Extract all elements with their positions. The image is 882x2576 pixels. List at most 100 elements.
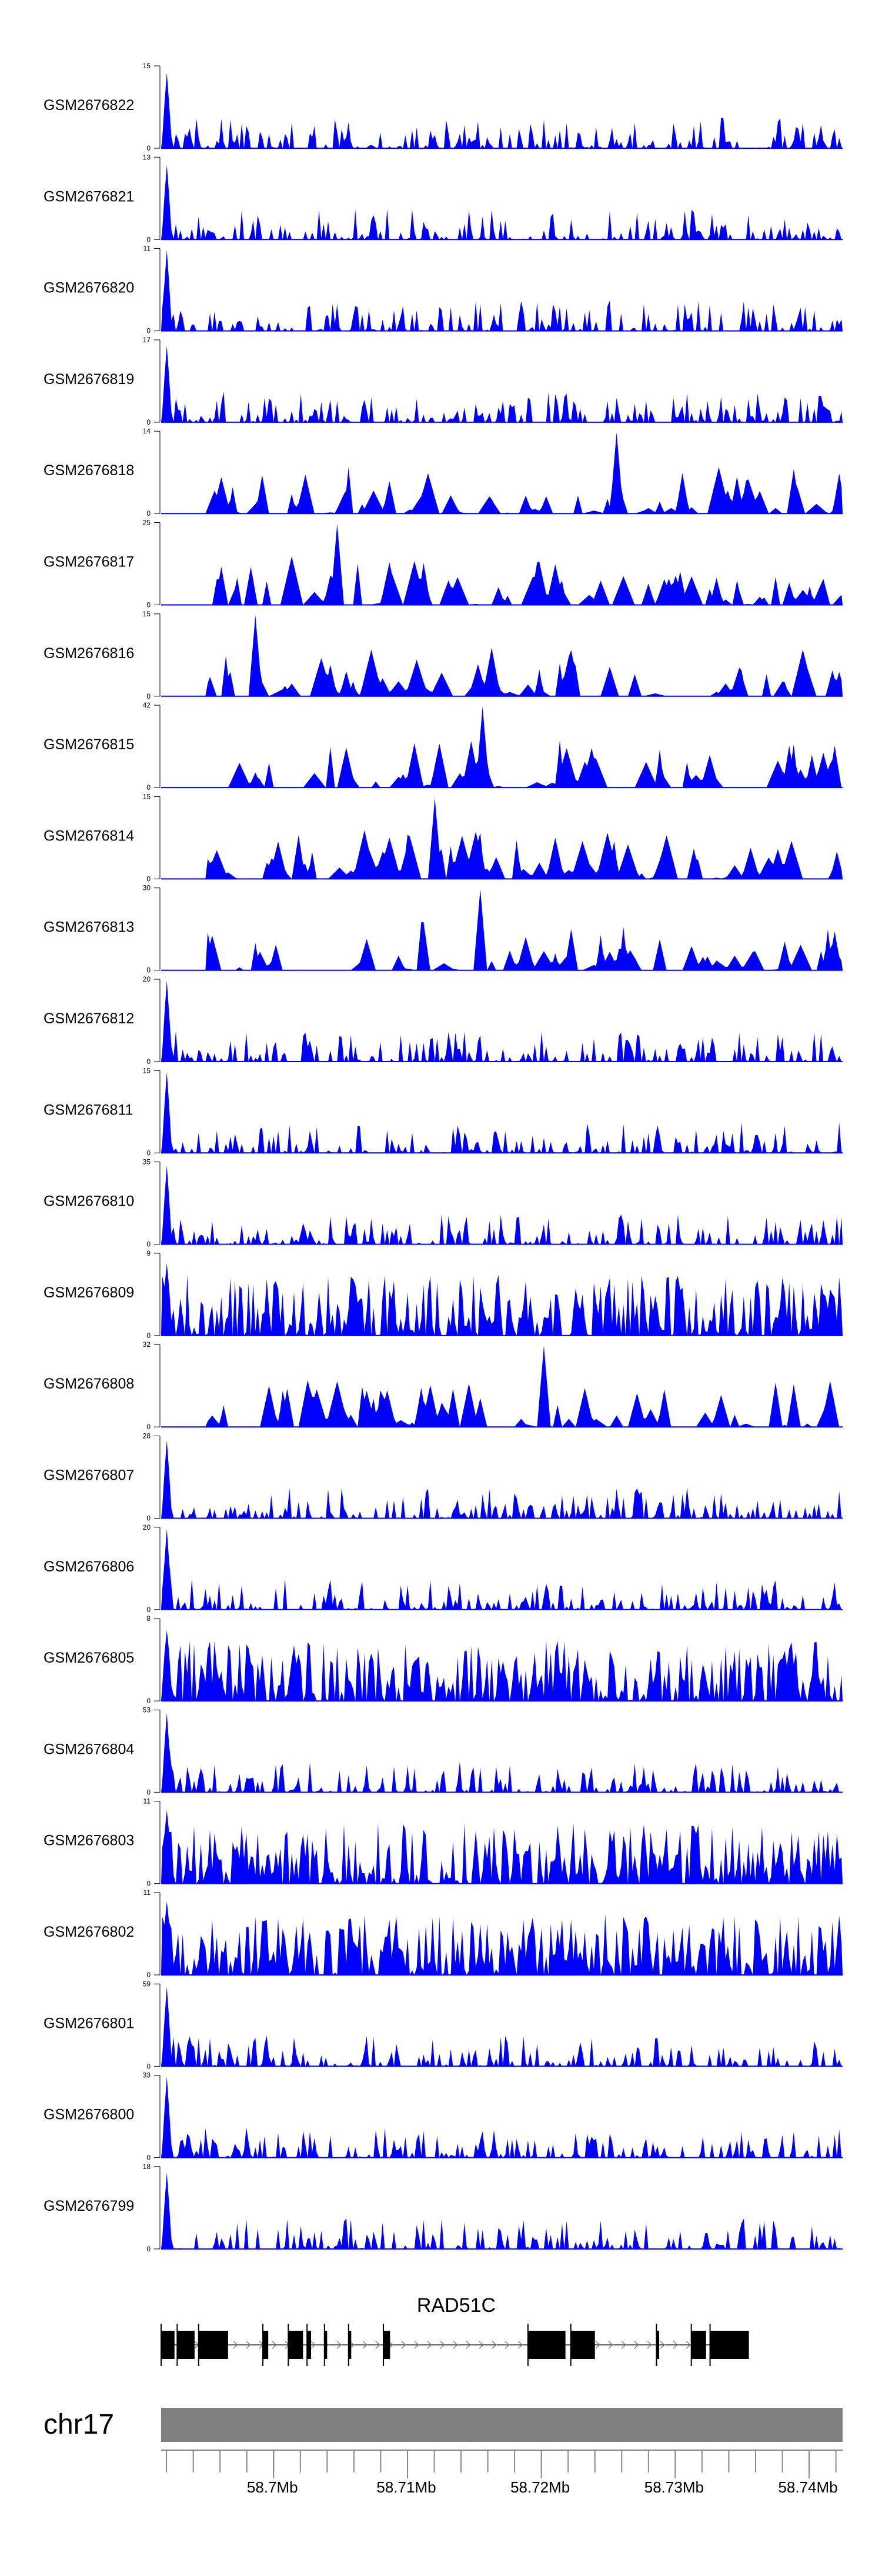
strand-arrow — [427, 2341, 432, 2349]
coverage-track: GSM2676818 14 0 — [44, 427, 843, 518]
coverage-area — [161, 2076, 843, 2158]
strand-arrow — [634, 2341, 639, 2349]
y-min-tick-label: 0 — [146, 509, 151, 518]
y-max-tick-label: 11 — [143, 1797, 151, 1806]
y-max-tick-label: 59 — [143, 1980, 151, 1988]
y-min-tick-label: 0 — [146, 2062, 151, 2070]
coverage-area — [161, 346, 843, 422]
gene-exon — [656, 2331, 660, 2359]
track-label: GSM2676807 — [44, 1467, 134, 1484]
coverage-track: GSM2676804 53 0 — [44, 1706, 843, 1796]
y-max-tick-label: 15 — [143, 610, 151, 618]
coverage-track: GSM2676816 15 0 — [44, 610, 843, 700]
coverage-area — [161, 1986, 843, 2067]
track-label: GSM2676801 — [44, 2015, 134, 2031]
coverage-track: GSM2676806 20 0 — [44, 1523, 843, 1614]
track-label: GSM2676800 — [44, 2107, 134, 2123]
coverage-area — [161, 1165, 843, 1244]
track-label: GSM2676816 — [44, 645, 134, 662]
coverage-track: GSM2676808 32 0 — [44, 1340, 843, 1431]
y-min-tick-label: 0 — [146, 1880, 151, 1888]
coverage-area — [161, 432, 843, 514]
y-max-tick-label: 15 — [143, 1066, 151, 1075]
coverage-track: GSM2676814 15 0 — [44, 792, 843, 883]
coverage-track: GSM2676817 25 0 — [44, 519, 843, 609]
gene-exon — [324, 2331, 328, 2359]
track-label: GSM2676813 — [44, 919, 134, 936]
coverage-area — [161, 1440, 843, 1519]
track-label: GSM2676804 — [44, 1741, 134, 1757]
y-max-tick-label: 14 — [143, 427, 151, 435]
coverage-area — [161, 249, 843, 331]
y-max-tick-label: 30 — [143, 884, 151, 892]
y-max-tick-label: 25 — [143, 519, 151, 527]
strand-arrow — [479, 2341, 484, 2349]
gene-exon — [710, 2331, 749, 2359]
y-max-tick-label: 20 — [143, 1523, 151, 1531]
y-min-tick-label: 0 — [146, 783, 151, 792]
coverage-area — [161, 1072, 843, 1153]
coverage-area — [161, 1901, 843, 1975]
strand-arrow — [453, 2341, 458, 2349]
gene-exon — [198, 2331, 228, 2359]
strand-arrow — [647, 2341, 652, 2349]
track-label: GSM2676822 — [44, 97, 134, 114]
coverage-area — [161, 615, 843, 696]
coverage-track: GSM2676811 15 0 — [44, 1066, 843, 1157]
track-label: GSM2676811 — [44, 1102, 133, 1118]
coverage-track: GSM2676809 9 0 — [44, 1249, 843, 1340]
y-max-tick-label: 20 — [143, 975, 151, 983]
gene-exon — [263, 2331, 269, 2359]
y-max-tick-label: 9 — [146, 1249, 151, 1257]
y-min-tick-label: 0 — [146, 1788, 151, 1796]
coordinate-tick-label: 58.71Mb — [376, 2478, 436, 2496]
strand-arrow — [362, 2341, 368, 2349]
strand-arrow — [608, 2341, 613, 2349]
coverage-track: GSM2676822 15 0 — [44, 62, 843, 152]
coordinate-tick-label: 58.73Mb — [644, 2478, 704, 2496]
coordinate-tick-label: 58.72Mb — [510, 2478, 570, 2496]
gene-exon — [383, 2331, 390, 2359]
coverage-track: GSM2676805 8 0 — [44, 1614, 843, 1705]
y-max-tick-label: 11 — [143, 1888, 151, 1897]
coverage-track: GSM2676801 59 0 — [44, 1980, 843, 2070]
coverage-area — [161, 1528, 843, 1610]
y-max-tick-label: 8 — [146, 1614, 151, 1623]
chromosome-band — [161, 2408, 843, 2442]
coverage-track: GSM2676803 11 0 — [44, 1797, 843, 1888]
coverage-track: GSM2676821 13 0 — [44, 153, 843, 243]
coverage-track: GSM2676813 30 0 — [44, 884, 843, 975]
track-label: GSM2676812 — [44, 1010, 134, 1027]
strand-arrow — [686, 2341, 691, 2349]
strand-arrow — [401, 2341, 406, 2349]
coverage-area — [161, 1263, 843, 1336]
strand-arrow — [492, 2341, 497, 2349]
coverage-track: GSM2676802 11 0 — [44, 1888, 843, 1979]
track-label: GSM2676799 — [44, 2198, 134, 2214]
strand-arrow — [466, 2341, 471, 2349]
gene-label: RAD51C — [417, 2294, 496, 2317]
y-min-tick-label: 0 — [146, 144, 151, 152]
gene-exon — [177, 2331, 195, 2359]
y-min-tick-label: 0 — [146, 1332, 151, 1340]
y-min-tick-label: 0 — [146, 966, 151, 975]
y-min-tick-label: 0 — [146, 692, 151, 700]
y-min-tick-label: 0 — [146, 2154, 151, 2162]
y-min-tick-label: 0 — [146, 327, 151, 335]
coordinate-tick-label: 58.7Mb — [247, 2478, 298, 2496]
track-label: GSM2676819 — [44, 371, 134, 388]
track-label: GSM2676815 — [44, 736, 134, 753]
gene-exon — [348, 2331, 352, 2359]
strand-arrow — [505, 2341, 510, 2349]
gene-exon — [161, 2331, 175, 2359]
gene-track: RAD51C — [161, 2294, 749, 2366]
track-label: GSM2676803 — [44, 1833, 134, 1849]
y-min-tick-label: 0 — [146, 418, 151, 426]
track-label: GSM2676808 — [44, 1376, 134, 1392]
track-label: GSM2676806 — [44, 1559, 134, 1575]
y-min-tick-label: 0 — [146, 875, 151, 883]
y-max-tick-label: 15 — [143, 792, 151, 800]
y-min-tick-label: 0 — [146, 1697, 151, 1705]
y-max-tick-label: 33 — [143, 2071, 151, 2080]
y-min-tick-label: 0 — [146, 1971, 151, 1979]
